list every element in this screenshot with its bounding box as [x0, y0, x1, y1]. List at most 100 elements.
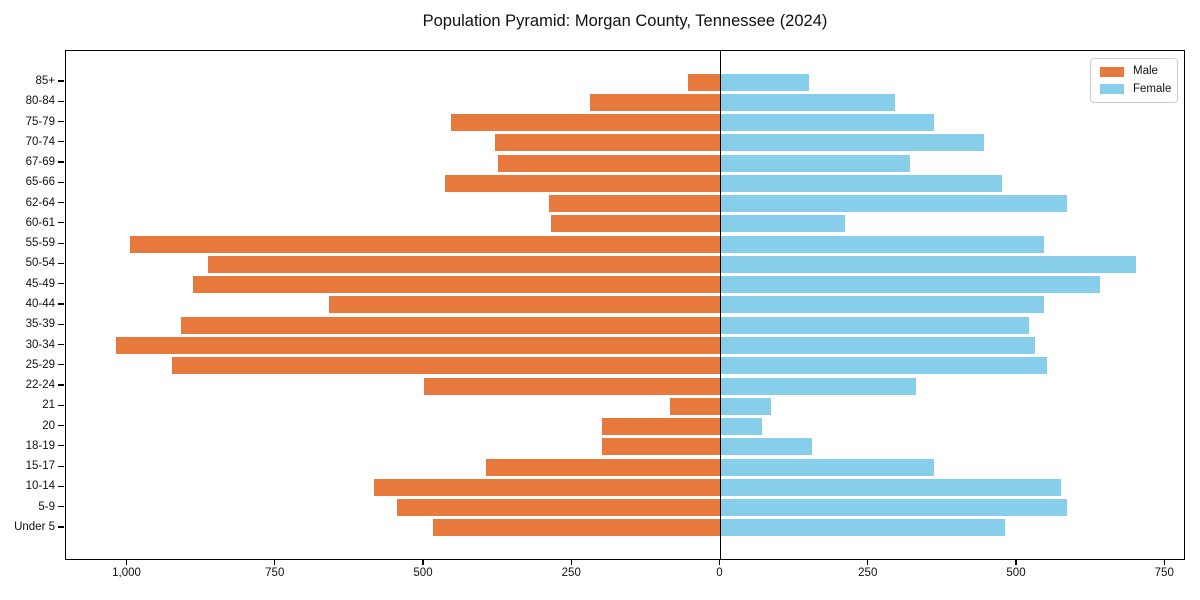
y-axis-label-80-84: 80-84: [25, 95, 55, 108]
x-axis-label-750: 750: [265, 567, 285, 579]
y-tick-62-64: [58, 202, 64, 204]
bar-male-85+: [687, 73, 721, 91]
y-tick-35-39: [58, 323, 64, 325]
y-axis-label-70-74: 70-74: [25, 135, 55, 148]
y-tick-20: [58, 424, 64, 427]
bar-male-60-61: [551, 215, 721, 233]
bar-male-Under 5: [432, 519, 721, 537]
y-tick-21: [58, 404, 64, 406]
x-tick-250: [867, 558, 869, 565]
plot-area: Male Female: [65, 50, 1185, 560]
y-tick-70-74: [58, 141, 64, 143]
bar-female-45-49: [720, 276, 1101, 294]
x-axis-label-1,000: 1,000: [112, 567, 141, 579]
bar-male-75-79: [450, 114, 721, 132]
bar-male-70-74: [495, 134, 721, 152]
y-tick-80-84: [58, 100, 64, 102]
bar-female-40-44: [720, 296, 1044, 314]
y-axis-label-67-69: 67-69: [25, 156, 55, 169]
x-tick-0: [718, 558, 721, 565]
bar-female-55-59: [720, 235, 1044, 253]
bars-layer: [66, 51, 1184, 559]
bar-female-15-17: [720, 458, 934, 476]
bar-male-18-19: [601, 438, 721, 456]
y-tick-Under 5: [58, 526, 64, 528]
y-axis-label-25-29: 25-29: [25, 358, 55, 371]
bar-female-65-66: [720, 174, 1003, 192]
bar-female-50-54: [720, 255, 1136, 273]
y-tick-45-49: [58, 283, 64, 285]
bar-female-60-61: [720, 215, 846, 233]
bar-male-5-9: [397, 499, 721, 517]
y-tick-65-66: [58, 181, 64, 183]
y-tick-25-29: [58, 364, 64, 366]
bar-male-22-24: [424, 377, 721, 395]
x-tick-500: [1015, 558, 1017, 565]
x-tick-250: [570, 558, 572, 565]
legend-label-male: Male: [1133, 65, 1158, 77]
bar-female-10-14: [720, 478, 1062, 496]
female-color-swatch: [1100, 84, 1124, 95]
y-tick-22-24: [58, 384, 64, 386]
x-axis-label-0: 0: [716, 567, 723, 579]
y-axis-label-30-34: 30-34: [25, 338, 55, 351]
y-axis-label-5-9: 5-9: [38, 500, 55, 513]
y-tick-15-17: [58, 465, 64, 467]
legend-entry-male: Male: [1100, 65, 1168, 78]
bar-male-20: [601, 418, 721, 436]
bar-male-50-54: [207, 255, 721, 273]
x-tick-1,000: [125, 558, 128, 565]
y-tick-18-19: [58, 445, 64, 447]
legend: Male Female: [1090, 58, 1178, 103]
bar-female-5-9: [720, 499, 1068, 517]
y-axis-label-22-24: 22-24: [25, 379, 55, 392]
bar-male-45-49: [192, 276, 721, 294]
y-tick-40-44: [58, 303, 64, 305]
x-tick-500: [422, 558, 424, 565]
y-tick-85+: [58, 80, 64, 82]
bar-female-18-19: [720, 438, 813, 456]
bar-male-40-44: [329, 296, 721, 314]
y-axis-label-60-61: 60-61: [25, 216, 55, 229]
bar-male-55-59: [130, 235, 721, 253]
x-axis-label-500: 500: [413, 567, 433, 579]
y-axis-label-15-17: 15-17: [25, 460, 55, 473]
y-axis-label-45-49: 45-49: [25, 277, 55, 290]
bar-female-20: [720, 418, 762, 436]
bar-female-75-79: [720, 114, 934, 132]
bar-male-35-39: [180, 316, 721, 334]
bar-female-80-84: [720, 93, 896, 111]
y-axis-label-50-54: 50-54: [25, 257, 55, 270]
bar-female-25-29: [720, 357, 1047, 375]
bar-female-35-39: [720, 316, 1029, 334]
bar-male-30-34: [115, 337, 721, 354]
y-tick-10-14: [58, 485, 64, 487]
x-axis-label-250: 250: [561, 567, 581, 579]
y-axis-label-21: 21: [42, 399, 55, 412]
bar-female-62-64: [720, 195, 1068, 213]
bar-female-85+: [720, 73, 810, 91]
y-axis-label-20: 20: [42, 419, 55, 432]
y-axis-label-40-44: 40-44: [25, 297, 55, 310]
x-axis-label-750: 750: [1154, 567, 1174, 579]
bar-female-67-69: [720, 154, 911, 172]
y-axis-label-85+: 85+: [35, 75, 55, 87]
bar-male-62-64: [548, 195, 721, 213]
y-axis-label-10-14: 10-14: [25, 480, 55, 493]
bar-male-25-29: [171, 357, 721, 375]
y-axis-label-35-39: 35-39: [25, 318, 55, 331]
y-axis-label-Under 5: Under 5: [14, 520, 55, 533]
bar-male-67-69: [498, 154, 721, 172]
bar-female-21: [720, 397, 771, 415]
bar-male-10-14: [373, 478, 721, 496]
x-axis-label-250: 250: [858, 567, 878, 579]
y-tick-30-34: [58, 343, 64, 346]
x-tick-750: [1163, 558, 1165, 565]
x-axis-label-500: 500: [1006, 567, 1026, 579]
y-axis-label-75-79: 75-79: [25, 115, 55, 128]
bar-female-22-24: [720, 377, 917, 395]
y-axis-label-65-66: 65-66: [25, 176, 55, 189]
bar-male-80-84: [590, 93, 721, 111]
zero-axis-line: [719, 51, 722, 559]
